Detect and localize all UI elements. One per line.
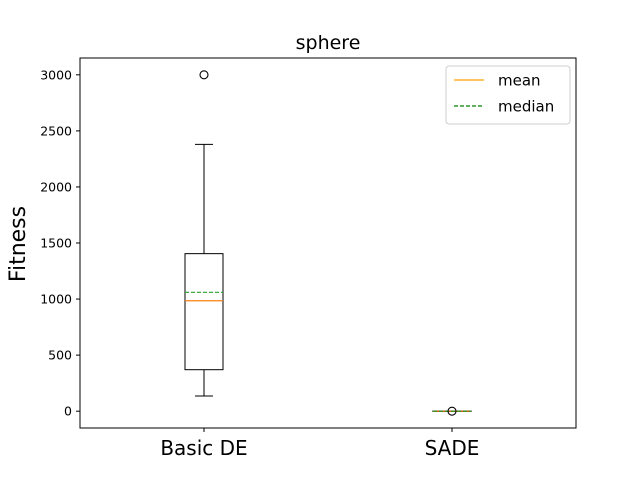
chart-title: sphere xyxy=(296,32,361,54)
y-axis-label: Fitness xyxy=(6,206,31,282)
legend: mean median xyxy=(445,65,571,125)
box xyxy=(184,253,224,371)
y-tick-label: 3000 xyxy=(40,67,72,82)
y-tick-label: 0 xyxy=(64,404,72,419)
axes-frame xyxy=(79,57,577,429)
legend-label: mean xyxy=(498,72,541,90)
plot-area: 0 500 1000 1500 2000 2500 3000 Basic DE SADE xyxy=(40,67,479,460)
outlier-point xyxy=(199,70,209,80)
y-tick-label: 500 xyxy=(48,348,72,363)
y-tick-label: 1500 xyxy=(40,236,72,251)
x-tick-label: SADE xyxy=(425,436,480,460)
legend-label: median xyxy=(498,98,554,116)
x-tick-label: Basic DE xyxy=(160,436,247,460)
y-tick-label: 1000 xyxy=(40,292,72,307)
outlier-point xyxy=(447,406,457,416)
y-tick-label: 2000 xyxy=(40,179,72,194)
y-tick-label: 2500 xyxy=(40,123,72,138)
